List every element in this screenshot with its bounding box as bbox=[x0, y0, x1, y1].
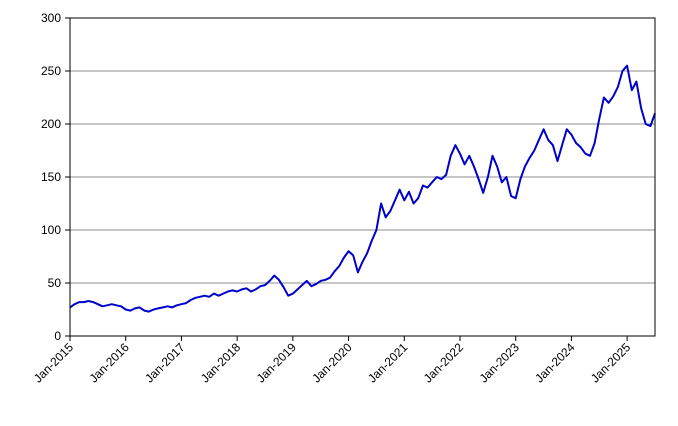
y-tick-label: 300 bbox=[41, 11, 61, 25]
y-tick-label: 0 bbox=[54, 329, 61, 343]
x-tick-label: Jan-2020 bbox=[309, 340, 355, 386]
x-tick-label: Jan-2015 bbox=[31, 340, 77, 386]
series-line bbox=[69, 64, 656, 313]
x-tick-label: Jan-2022 bbox=[421, 340, 467, 386]
y-tick-label: 150 bbox=[41, 170, 61, 184]
y-tick-label: 200 bbox=[41, 117, 61, 131]
y-tick-label: 100 bbox=[41, 223, 61, 237]
plot-area-border bbox=[69, 17, 656, 337]
y-tick-label: 250 bbox=[41, 64, 61, 78]
x-axis-ticks: Jan-2015 Jan-2016 Jan-2017 Jan-2018 Jan-2019… bbox=[31, 336, 634, 386]
x-tick-label: Jan-2017 bbox=[142, 340, 188, 386]
gridlines bbox=[70, 70, 655, 284]
x-tick-label: Jan-2024 bbox=[532, 340, 578, 386]
x-tick-label: Jan-2023 bbox=[477, 340, 523, 386]
x-tick-label: Jan-2019 bbox=[254, 340, 300, 386]
x-tick-label: Jan-2025 bbox=[588, 340, 634, 386]
y-tick-label: 50 bbox=[48, 276, 62, 290]
x-tick-label: Jan-2018 bbox=[198, 340, 244, 386]
x-tick-label: Jan-2021 bbox=[365, 340, 411, 386]
y-axis-ticks: 0 50 100 150 200 250 300 bbox=[41, 11, 70, 343]
x-tick-label: Jan-2016 bbox=[87, 340, 133, 386]
